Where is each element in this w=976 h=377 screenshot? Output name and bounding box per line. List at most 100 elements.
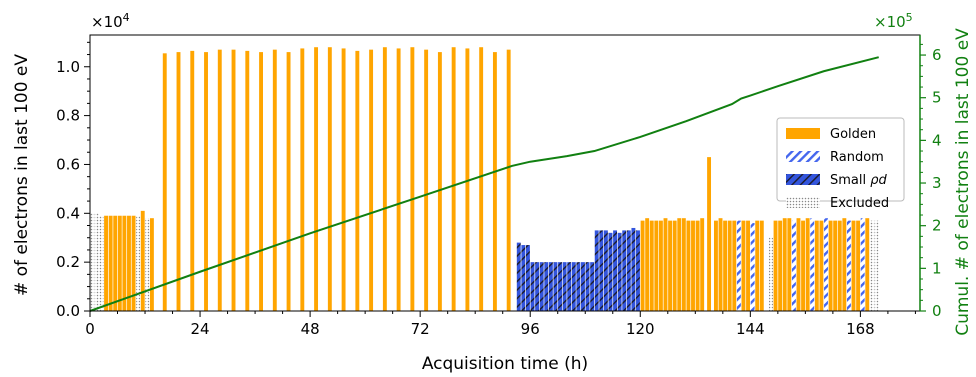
bar-golden [796, 218, 801, 311]
bar-golden [506, 49, 511, 312]
bar-small [548, 262, 553, 311]
x-tick-label: 96 [521, 320, 540, 338]
bar-golden [856, 220, 861, 311]
y-tick-label: 0.6 [56, 155, 80, 173]
bar-excluded [94, 213, 99, 311]
bar-golden [819, 220, 824, 311]
bar-golden [437, 52, 442, 311]
bar-golden [718, 218, 723, 311]
y2-multiplier: ×105 [874, 11, 913, 31]
bar-small [521, 245, 526, 311]
bar-golden [231, 49, 236, 312]
bar-golden [801, 220, 806, 311]
bar-small [590, 262, 595, 311]
bar-golden [851, 220, 856, 311]
bar-small [594, 230, 599, 311]
bar-golden [149, 218, 154, 311]
bar-golden [122, 215, 127, 311]
legend-swatch-random [786, 151, 820, 162]
y-tick-label: 0.8 [56, 107, 80, 125]
bar-golden [645, 218, 650, 311]
bar-golden [782, 218, 787, 311]
bar-golden [727, 220, 732, 311]
bar-small [631, 227, 636, 311]
y-axis-title: # of electrons in last 100 eV [12, 54, 32, 296]
bar-golden [672, 220, 677, 311]
legend: Golden Random Small ρd Excluded [776, 117, 905, 211]
bar-golden [713, 220, 718, 311]
bar-golden [723, 220, 728, 311]
bar-golden [778, 220, 783, 311]
y-tick-label: 1.0 [56, 58, 80, 76]
bar-golden [649, 220, 654, 311]
x-tick-label: 48 [301, 320, 320, 338]
bar-golden [451, 47, 456, 312]
y2-tick-label: 2 [932, 217, 942, 235]
bar-golden [700, 218, 705, 311]
bar-golden [814, 220, 819, 311]
bar-small [553, 262, 558, 311]
bar-small [599, 230, 604, 311]
bar-golden [755, 220, 760, 311]
bar-small [571, 262, 576, 311]
bar-small [608, 232, 613, 311]
bar-golden [327, 47, 332, 312]
bar-golden [300, 48, 305, 312]
bar-small [581, 262, 585, 311]
bar-golden [746, 220, 750, 311]
bar-golden [104, 215, 108, 311]
bar-excluded [874, 220, 879, 311]
bar-golden [272, 49, 277, 312]
bar-small [525, 245, 530, 311]
bar-golden [732, 220, 737, 311]
y2-tick-label: 0 [932, 302, 942, 320]
bar-golden [479, 47, 484, 312]
bar-golden [341, 48, 346, 312]
bar-small [576, 262, 581, 311]
bar-golden [127, 215, 131, 311]
bar-golden [131, 215, 136, 311]
bar-golden [833, 220, 838, 311]
y2-tick-label: 6 [932, 46, 942, 64]
bar-random [736, 220, 741, 311]
x-tick-label: 24 [191, 320, 210, 338]
bar-golden [805, 218, 810, 311]
bar-golden [842, 218, 847, 311]
legend-swatch-golden [786, 128, 820, 139]
x-tick-label: 0 [85, 320, 95, 338]
bar-golden [286, 52, 291, 311]
bar-small [567, 262, 572, 311]
legend-label-golden: Golden [830, 127, 876, 142]
bar-excluded [99, 215, 104, 311]
y-tick-label: 0.0 [56, 302, 80, 320]
bar-excluded [869, 220, 874, 311]
y2-tick-label: 5 [932, 89, 942, 107]
bar-golden [828, 220, 833, 311]
axes-layer: 0 24 48 72 96 120 144 168 0.0 0.2 0.4 0.6 0.8 1.0 0 1 2 3… [56, 35, 942, 338]
bar-small [603, 230, 608, 311]
bar-golden [668, 220, 673, 311]
bar-small [516, 242, 521, 311]
legend-label-small: Small ρd [830, 173, 888, 188]
bar-random [846, 220, 851, 311]
bar-golden [787, 218, 792, 311]
bar-small [558, 262, 562, 311]
legend-swatch-small [786, 174, 820, 185]
cumulative-line [89, 56, 879, 312]
y-multiplier: ×104 [91, 11, 130, 31]
bar-excluded [90, 213, 95, 311]
bar-excluded [769, 237, 773, 311]
bar-golden [113, 215, 118, 311]
bar-golden [695, 220, 700, 311]
x-axis-title: Acquisition time (h) [422, 354, 588, 374]
bar-golden [759, 220, 764, 311]
y2-tick-label: 1 [932, 259, 942, 277]
bar-random [824, 218, 828, 311]
bar-golden [355, 50, 360, 311]
bar-golden [217, 49, 222, 312]
bar-golden [410, 47, 415, 312]
bar-golden [691, 220, 695, 311]
bar-golden [837, 220, 842, 311]
bar-golden [677, 218, 682, 311]
